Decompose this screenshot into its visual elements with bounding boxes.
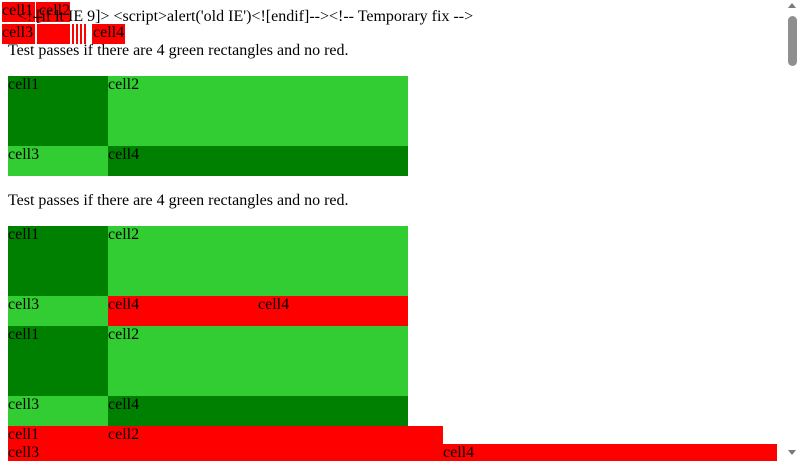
test2-instruction: Test passes if there are 4 green rectang…: [8, 192, 349, 209]
test1-cell1: cell1: [8, 76, 108, 146]
test2-cell3-label: cell3: [8, 296, 40, 313]
top-striped-box: [72, 24, 88, 44]
third-cell2-label: cell2: [108, 326, 140, 343]
bottom-cell4-label: cell4: [443, 444, 475, 461]
test2-cell4: cell4 cell4: [108, 296, 408, 326]
third-cell4: cell4: [108, 396, 408, 426]
test2-cell1: cell1: [8, 226, 108, 296]
third-cell4-label: cell4: [108, 396, 140, 413]
bottom-cell2: cell2: [108, 426, 443, 444]
test2-cell4-label: cell4: [108, 296, 140, 313]
top-cell1-label: cell1: [2, 2, 34, 19]
third-cell3-label: cell3: [8, 396, 40, 413]
bottom-cell1-label: cell1: [8, 426, 40, 443]
scrollbar-thumb[interactable]: [788, 16, 797, 66]
bottom-cell-middle: [108, 444, 443, 461]
test1-cell2-label: cell2: [108, 76, 140, 93]
top-cell3-box: cell3: [2, 24, 35, 44]
third-cell3: cell3: [8, 396, 108, 426]
top-cell1-box: cell1: [2, 2, 35, 22]
scroll-down-arrow-icon[interactable]: [788, 450, 796, 455]
test2-cell2-label: cell2: [108, 226, 140, 243]
test2-cell2: cell2: [108, 226, 408, 296]
test2-cell3: cell3: [8, 296, 108, 326]
scroll-up-arrow-icon[interactable]: [788, 3, 796, 8]
vertical-scrollbar[interactable]: [785, 0, 800, 461]
top-cell2-box: cell2: [36, 2, 70, 22]
bottom-cell1: cell1: [8, 426, 108, 444]
test1-cell3-label: cell3: [8, 146, 40, 163]
test2-cell1-label: cell1: [8, 226, 40, 243]
test1-cell4: cell4: [108, 146, 408, 176]
top-bleed-marker: <!--: [18, 8, 44, 25]
test1-cell4-label: cell4: [108, 146, 140, 163]
bottom-cell2-label: cell2: [108, 426, 140, 443]
test2-cell4-extra-label: cell4: [258, 296, 290, 313]
top-cell2-label: cell2: [39, 2, 70, 19]
leaked-markup-text: [if lt IE 9]> <script>alert('old IE')<![…: [36, 8, 474, 25]
test1-cell1-label: cell1: [8, 76, 40, 93]
test1-instruction: Test passes if there are 4 green rectang…: [8, 42, 349, 59]
top-cell3-label: cell3: [2, 24, 34, 41]
top-cell-empty-box: [37, 24, 70, 44]
third-cell1-label: cell1: [8, 326, 40, 343]
test1-cell3: cell3: [8, 146, 108, 176]
top-cell4-label: cell4: [93, 24, 125, 41]
bottom-cell3-label: cell3: [8, 444, 40, 461]
top-cell4-box: cell4: [92, 24, 125, 44]
third-cell1: cell1: [8, 326, 108, 396]
test1-cell2: cell2: [108, 76, 408, 146]
bottom-cell3: cell3: [8, 444, 108, 461]
third-cell2: cell2: [108, 326, 408, 396]
bottom-cell4: cell4: [443, 444, 777, 461]
